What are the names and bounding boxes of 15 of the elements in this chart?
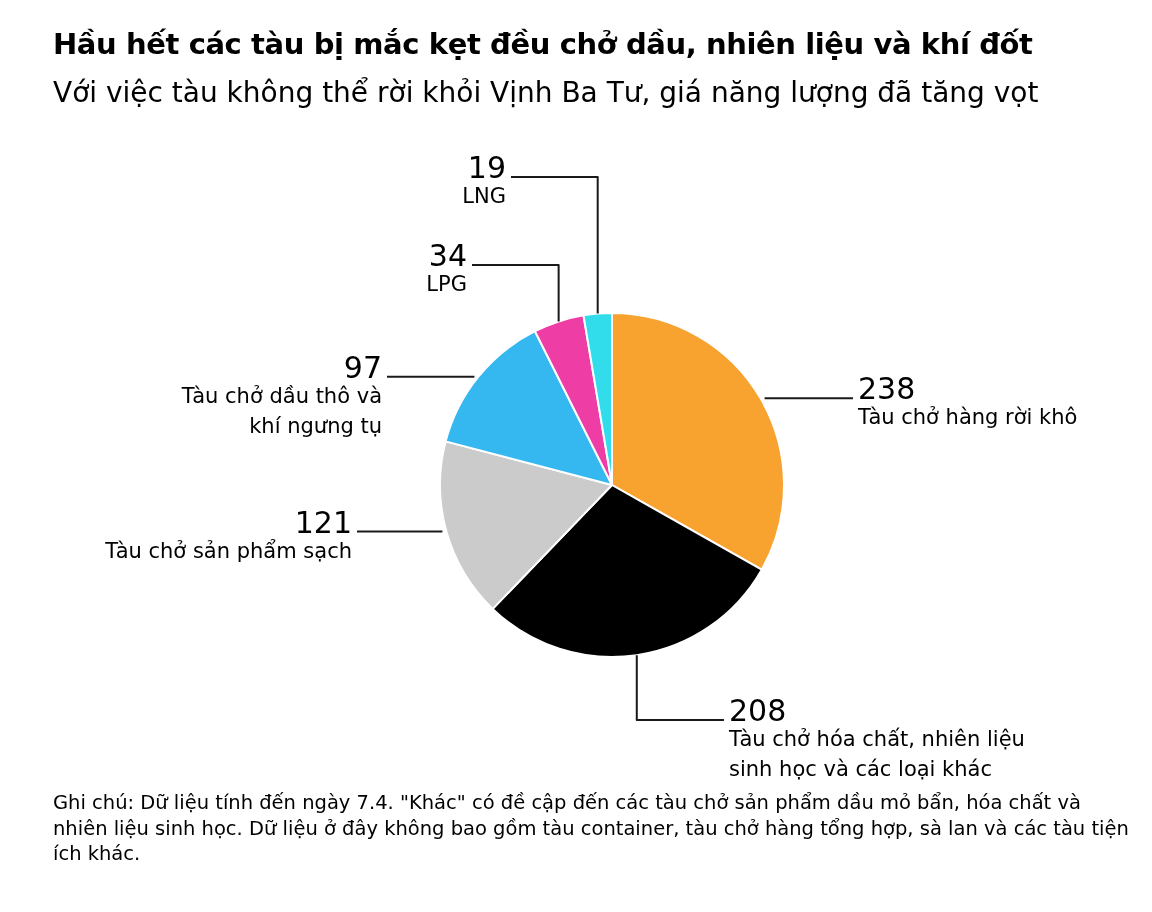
data-label: 238 — [858, 371, 916, 407]
text: Ghi chú: Dữ liệu tính đến ngày 7.4. "Khác" có đề cập đến các tàu chở sản phẩm dầu mỏ bẩn, hóa chất và nhiên liệu sinh học. Dữ liệu ở đây không bao gồm tàu container, tàu chở hàng tổng hợp, sà lan và các tàu tiện ích khác. — [53, 790, 1130, 867]
slice-label: Tàu chở hàng rời khô — [857, 405, 1078, 430]
data-label: 97 — [343, 349, 382, 385]
slice-label: Tàu chở sản phẩm sạch — [104, 538, 352, 563]
slice-label: LPG — [426, 272, 467, 296]
data-label: 19 — [467, 150, 506, 185]
slice-label: LNG — [462, 184, 506, 208]
slice-label: Tàu chở dầu thô và khí ngưng tụ — [180, 383, 382, 438]
slice-label: Tàu chở hóa chất, nhiên liệu sinh học và các loại khác — [728, 727, 1025, 781]
data-label: 121 — [294, 504, 352, 540]
chart-title: Hầu hết các tàu bị mắc kẹt đều chở dầu, nhiên liệu và khí đốt — [53, 27, 1033, 61]
data-label: 34 — [428, 238, 467, 273]
data-label: 208 — [729, 693, 787, 728]
chart-subtitle: Với việc tàu không thể rời khỏi Vịnh Ba Tư, giá năng lượng đã tăng vọt — [53, 76, 1039, 109]
